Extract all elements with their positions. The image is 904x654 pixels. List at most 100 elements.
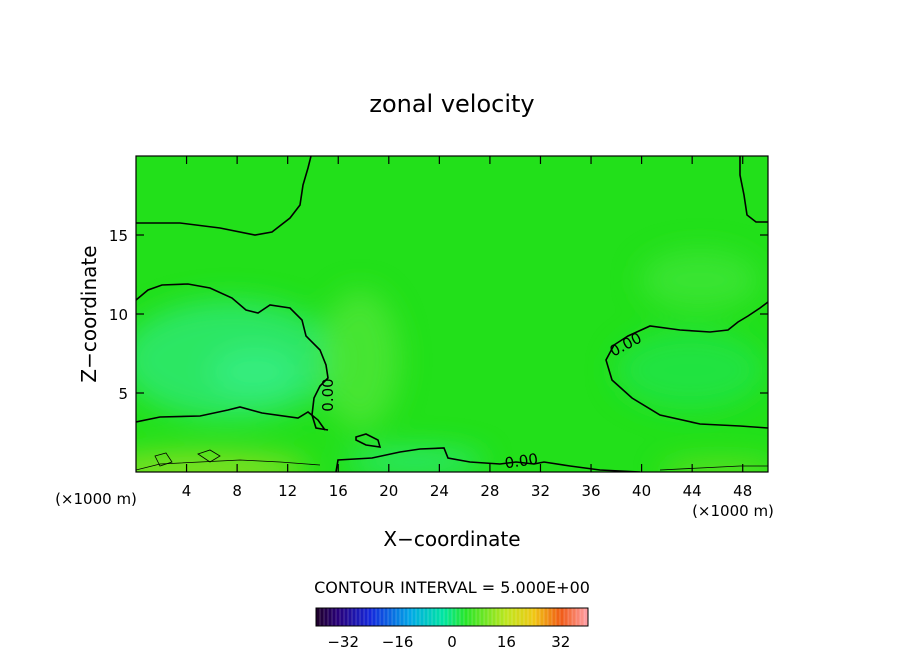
y-tick-label: 10: [109, 306, 128, 324]
colorbar-cell: [504, 608, 509, 626]
contour-small-loop: [355, 433, 382, 448]
contour-label-bottom: 0.00: [504, 450, 540, 472]
colorbar-cell: [344, 608, 349, 626]
contour-interval-text: CONTOUR INTERVAL = 5.000E+00: [314, 578, 590, 597]
field-teal-region-right: [615, 330, 765, 410]
x-tick-label: 24: [430, 482, 449, 500]
colorbar-cell: [540, 608, 545, 626]
x-tick-label: 28: [480, 482, 499, 500]
colorbar-cell: [456, 608, 461, 626]
colorbar-tick-label: 32: [551, 633, 570, 651]
y-tick-label: 5: [118, 385, 128, 403]
contour-zero-left: [136, 283, 329, 431]
x-unit-right: (×1000 m): [692, 502, 774, 520]
contour-label-left: 0.00: [319, 378, 337, 411]
colorbar-cell: [484, 608, 489, 626]
colorbar-cell: [328, 608, 333, 626]
colorbar-cell: [336, 608, 341, 626]
colorbar-cell: [508, 608, 513, 626]
field-teal-bottom: [345, 448, 485, 472]
colorbar-cell: [404, 608, 409, 626]
contour-bottom: [335, 447, 641, 472]
colorbar-cell: [392, 608, 397, 626]
field-light-region-right: [640, 250, 760, 310]
colorbar-cell: [376, 608, 381, 626]
contour-thin-lines: [136, 449, 768, 471]
field-light-region: [320, 290, 400, 430]
colorbar-cell: [536, 608, 541, 626]
colorbar-cell: [348, 608, 353, 626]
colorbar-cell: [580, 608, 585, 626]
colorbar-cell: [360, 608, 365, 626]
colorbar-cell: [532, 608, 537, 626]
colorbar-cell: [460, 608, 465, 626]
colorbar-cell: [512, 608, 517, 626]
colorbar-cell: [464, 608, 469, 626]
colorbar-cell: [452, 608, 457, 626]
x-tick-label: 40: [632, 482, 651, 500]
contour-thin-bottom-left: [136, 459, 321, 471]
colorbar-frame: [315, 607, 589, 627]
colorbar-cell: [316, 608, 321, 626]
contour-lower-left: [136, 406, 326, 431]
heatmap-field: 0.00 0.00 0.00: [136, 156, 768, 472]
x-axis-title: X−coordinate: [383, 527, 520, 551]
contour-upper-left: [136, 156, 312, 236]
contour-upper-right: [739, 156, 768, 223]
x-tick-label: 32: [531, 482, 550, 500]
colorbar-cell: [500, 608, 505, 626]
x-tick-label: 20: [379, 482, 398, 500]
colorbar-cell: [448, 608, 453, 626]
y-axis-ticks: 5 10 15: [109, 227, 768, 403]
x-tick-label: 48: [733, 482, 752, 500]
contour-lines: [136, 156, 768, 472]
contour-thin-loop-2: [197, 449, 221, 463]
colorbar-cell: [416, 608, 421, 626]
colorbar-cell: [584, 608, 589, 626]
colorbar-cell: [436, 608, 441, 626]
colorbar-cell: [368, 608, 373, 626]
colorbar-cell: [524, 608, 529, 626]
colorbar-cell: [556, 608, 561, 626]
colorbar-tick-label: −16: [382, 633, 414, 651]
colorbar-cell: [468, 608, 473, 626]
colorbar-cell: [480, 608, 485, 626]
x-tick-label: 12: [278, 482, 297, 500]
y-tick-label: 15: [109, 227, 128, 245]
x-tick-label: 36: [581, 482, 600, 500]
colorbar-cell: [424, 608, 429, 626]
colorbar-tick-label: 16: [497, 633, 516, 651]
contour-thin-loop-1: [154, 452, 173, 467]
colorbar-cell: [568, 608, 573, 626]
colorbar-cell: [432, 608, 437, 626]
colorbar-cell: [528, 608, 533, 626]
colorbar-cell: [560, 608, 565, 626]
colorbar-cell: [380, 608, 385, 626]
colorbar-cell: [412, 608, 417, 626]
colorbar-cell: [488, 608, 493, 626]
x-axis-ticks: 4 8 12 16 20 24 28 32 36 40 44 48: [182, 156, 752, 500]
colorbar-cell: [496, 608, 501, 626]
colorbar-cell: [476, 608, 481, 626]
colorbar-cell: [572, 608, 577, 626]
colorbar-tick-labels: −32 −16 0 16 32: [327, 633, 570, 651]
colorbar-cell: [564, 608, 569, 626]
colorbar-cell: [372, 608, 377, 626]
x-tick-label: 8: [232, 482, 242, 500]
colorbar-cell: [428, 608, 433, 626]
colorbar-tick-label: −32: [327, 633, 359, 651]
colorbar-cell: [520, 608, 525, 626]
colorbar-cell: [352, 608, 357, 626]
x-unit-left: (×1000 m): [55, 490, 137, 508]
colorbar-cell: [548, 608, 553, 626]
y-axis-title: Z−coordinate: [77, 245, 101, 382]
contour-zero-right: [605, 301, 768, 429]
colorbar-cell: [384, 608, 389, 626]
field-teal-core: [210, 347, 300, 397]
colorbar-cell: [576, 608, 581, 626]
colorbar-cell: [492, 608, 497, 626]
colorbar-cell: [440, 608, 445, 626]
colorbar-cell: [332, 608, 337, 626]
colorbar-cell: [516, 608, 521, 626]
